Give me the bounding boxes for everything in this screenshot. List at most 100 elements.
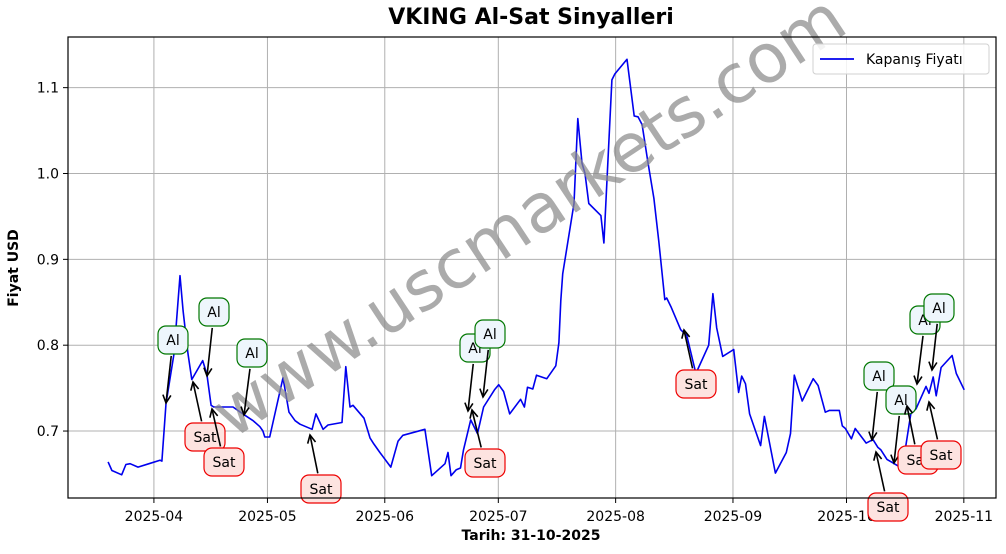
y-tick-label: 1.0 bbox=[37, 166, 59, 182]
sell-signal: Sat bbox=[464, 408, 506, 478]
arrow-line bbox=[871, 391, 879, 441]
y-axis-label: Fiyat USD bbox=[6, 229, 22, 307]
arrow-line bbox=[309, 434, 319, 474]
arrowhead-icon bbox=[162, 394, 172, 405]
arrow-line bbox=[482, 349, 490, 398]
legend: Kapanış Fiyatı bbox=[812, 43, 990, 75]
signal-badge bbox=[923, 293, 955, 323]
arrowhead-icon bbox=[203, 367, 213, 378]
arrowhead-icon bbox=[464, 402, 474, 413]
x-tick-label: 2025-08 bbox=[586, 509, 645, 525]
signal-label: Al bbox=[245, 346, 258, 362]
buy-signal: Al bbox=[157, 325, 189, 405]
watermark-text: www.uscmarkets.com bbox=[198, 0, 860, 454]
arrow-line bbox=[931, 323, 938, 371]
signal-label: Al bbox=[166, 333, 179, 349]
x-tick-label: 2025-05 bbox=[238, 509, 297, 525]
arrowhead-icon bbox=[681, 328, 691, 339]
x-tick-label: 2025-10 bbox=[817, 509, 876, 525]
arrow-line bbox=[916, 335, 924, 385]
signal-label: Sat bbox=[213, 455, 236, 471]
signal-badge bbox=[675, 369, 717, 399]
sell-signal: Sat bbox=[184, 380, 226, 452]
x-tick-label: 2025-04 bbox=[125, 509, 184, 525]
signal-badge bbox=[863, 361, 895, 391]
arrow-line bbox=[206, 327, 214, 377]
signal-badge bbox=[203, 447, 245, 477]
arrow-line bbox=[683, 329, 694, 369]
arrow-line bbox=[211, 408, 222, 447]
x-tick-label: 2025-06 bbox=[356, 509, 415, 525]
signal-label: Sat bbox=[310, 482, 333, 498]
x-tick-label: 2025-09 bbox=[704, 509, 763, 525]
buy-signal: Al bbox=[923, 293, 955, 372]
signal-badge bbox=[867, 492, 909, 522]
signal-label: Al bbox=[872, 369, 885, 385]
arrowhead-icon bbox=[209, 407, 219, 418]
arrowhead-icon bbox=[873, 450, 883, 461]
legend-box bbox=[812, 43, 990, 75]
arrowhead-icon bbox=[926, 400, 936, 411]
arrow-line bbox=[893, 415, 901, 464]
arrow-line bbox=[471, 409, 482, 448]
arrow-line bbox=[243, 368, 251, 416]
y-tick-label: 0.7 bbox=[37, 424, 59, 440]
watermark: www.uscmarkets.com bbox=[198, 0, 860, 454]
signal-label: Al bbox=[894, 393, 907, 409]
sell-signal: Sat bbox=[203, 407, 245, 477]
signal-label: Sat bbox=[877, 500, 900, 516]
signal-badge bbox=[464, 448, 506, 478]
signal-badge bbox=[198, 297, 230, 327]
x-axis-label: Tarih: 31-10-2025 bbox=[461, 528, 601, 544]
arrow-line bbox=[928, 401, 939, 440]
buy-signal: Al bbox=[474, 319, 506, 399]
arrowhead-icon bbox=[190, 380, 200, 391]
y-tick-label: 1.1 bbox=[37, 81, 59, 97]
legend-label: Kapanış Fiyatı bbox=[866, 52, 963, 68]
signal-badge bbox=[300, 474, 342, 504]
arrowhead-icon bbox=[903, 404, 914, 415]
signal-label: Al bbox=[932, 301, 945, 317]
signal-label: Sat bbox=[474, 456, 497, 472]
buy-signal: Al bbox=[863, 361, 895, 442]
buy-signal: Al bbox=[236, 338, 268, 417]
arrowhead-icon bbox=[913, 375, 923, 386]
signal-label: Al bbox=[483, 327, 496, 343]
arrow-line bbox=[875, 451, 886, 492]
signal-label: Al bbox=[207, 305, 220, 321]
sell-signal: Sat bbox=[920, 400, 962, 470]
signal-badge bbox=[157, 325, 189, 355]
x-tick-label: 2025-11 bbox=[935, 509, 994, 525]
price-line bbox=[107, 58, 965, 477]
sell-signal: Sat bbox=[675, 328, 717, 399]
arrow-line bbox=[165, 355, 173, 404]
signal-label: Sat bbox=[685, 377, 708, 393]
arrowhead-icon bbox=[928, 361, 938, 372]
sell-signal: Sat bbox=[867, 450, 909, 522]
y-tick-label: 0.9 bbox=[37, 252, 59, 268]
arrow-line bbox=[192, 381, 203, 422]
arrowhead-icon bbox=[890, 454, 900, 465]
arrow-line bbox=[906, 405, 916, 445]
axis-ticks: 2025-04 2025-05 2025-06 2025-07 2025-08 2025-… bbox=[37, 81, 993, 525]
arrowhead-icon bbox=[868, 431, 878, 442]
arrow-line bbox=[467, 363, 475, 412]
price-series bbox=[107, 58, 965, 477]
sell-signal: Sat bbox=[300, 433, 342, 504]
arrowhead-icon bbox=[240, 406, 250, 417]
x-tick-label: 2025-07 bbox=[469, 509, 528, 525]
arrowhead-icon bbox=[479, 388, 489, 399]
y-tick-label: 0.8 bbox=[37, 338, 59, 354]
arrowhead-icon bbox=[469, 408, 479, 419]
chart-title: VKING Al-Sat Sinyalleri bbox=[388, 5, 674, 30]
signal-badge bbox=[236, 338, 268, 368]
signal-label: Sat bbox=[930, 448, 953, 464]
arrowhead-icon bbox=[306, 433, 317, 444]
signal-label: Sat bbox=[194, 430, 217, 446]
signal-badge bbox=[474, 319, 506, 349]
buy-signal: Al bbox=[198, 297, 230, 378]
plot-frame bbox=[67, 36, 997, 499]
signal-badge bbox=[920, 440, 962, 470]
